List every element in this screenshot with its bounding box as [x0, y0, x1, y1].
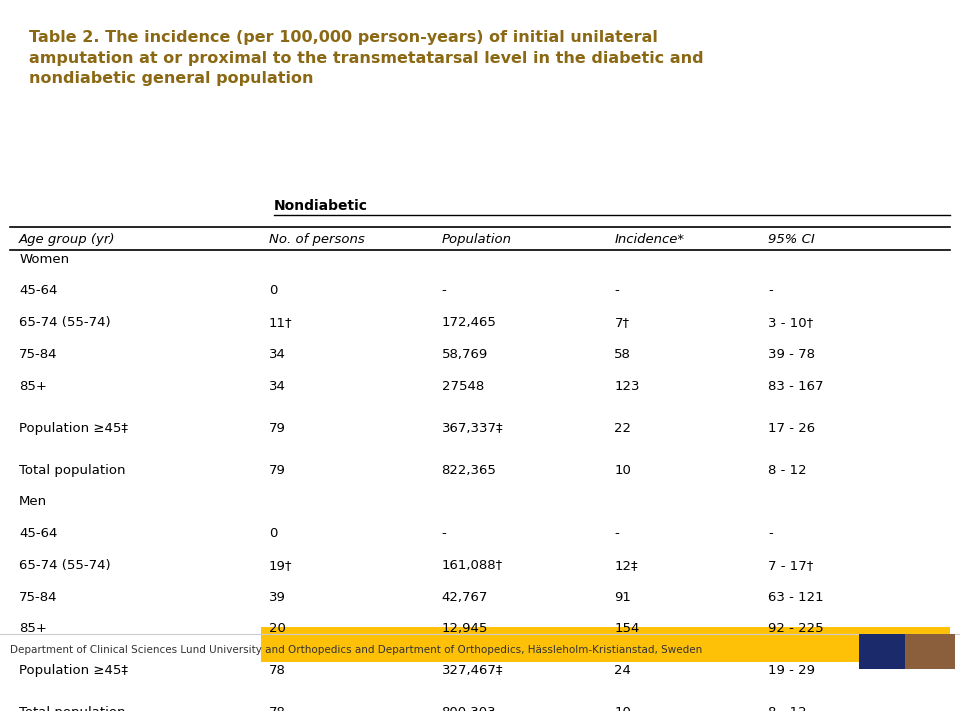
Text: 95% CI: 95% CI — [768, 233, 815, 246]
Text: 154: 154 — [614, 622, 639, 636]
Text: 78: 78 — [269, 664, 286, 678]
Text: Table 2. The incidence (per 100,000 person-years) of initial unilateral
amputati: Table 2. The incidence (per 100,000 pers… — [29, 31, 704, 86]
Text: 45-64: 45-64 — [19, 284, 58, 297]
Text: 79: 79 — [269, 422, 286, 434]
Text: 85+: 85+ — [19, 380, 47, 392]
Text: Population: Population — [442, 233, 512, 246]
Text: -: - — [768, 284, 773, 297]
Text: -: - — [768, 527, 773, 540]
Text: 58,769: 58,769 — [442, 348, 488, 361]
Text: 22: 22 — [614, 422, 632, 434]
Text: 34: 34 — [269, 380, 286, 392]
Text: 65-74 (55-74): 65-74 (55-74) — [19, 559, 110, 572]
Text: 0: 0 — [269, 284, 277, 297]
Text: 161,088†: 161,088† — [442, 559, 503, 572]
Text: Population ≥45‡: Population ≥45‡ — [19, 664, 129, 678]
Text: 7†: 7† — [614, 316, 630, 329]
Text: 367,337‡: 367,337‡ — [442, 422, 503, 434]
Text: 327,467‡: 327,467‡ — [442, 664, 503, 678]
Text: 65-74 (55-74): 65-74 (55-74) — [19, 316, 110, 329]
Text: 78: 78 — [269, 706, 286, 711]
Text: 19†: 19† — [269, 559, 292, 572]
Text: 172,465: 172,465 — [442, 316, 496, 329]
Text: Total population: Total population — [19, 464, 126, 476]
Text: -: - — [614, 527, 619, 540]
Text: Incidence*: Incidence* — [614, 233, 684, 246]
Text: 8 - 12: 8 - 12 — [768, 706, 806, 711]
Text: 24: 24 — [614, 664, 632, 678]
Bar — [905, 634, 955, 669]
Text: 85+: 85+ — [19, 622, 47, 636]
Text: -: - — [614, 284, 619, 297]
Text: 0: 0 — [269, 527, 277, 540]
Text: Men: Men — [19, 496, 47, 508]
Text: 8 - 12: 8 - 12 — [768, 464, 806, 476]
Text: 12,945: 12,945 — [442, 622, 488, 636]
Text: 79: 79 — [269, 464, 286, 476]
Text: Nondiabetic: Nondiabetic — [274, 199, 368, 213]
Text: Department of Clinical Sciences Lund University and Orthopedics and Department o: Department of Clinical Sciences Lund Uni… — [10, 646, 702, 656]
Text: 10: 10 — [614, 464, 632, 476]
Text: 123: 123 — [614, 380, 640, 392]
Text: 19 - 29: 19 - 29 — [768, 664, 815, 678]
Text: 10: 10 — [614, 706, 632, 711]
Text: 20: 20 — [269, 622, 286, 636]
Text: 3 - 10†: 3 - 10† — [768, 316, 813, 329]
Text: 17 - 26: 17 - 26 — [768, 422, 815, 434]
Text: 45-64: 45-64 — [19, 527, 58, 540]
Bar — [859, 634, 905, 669]
Text: -: - — [442, 527, 446, 540]
Text: 11†: 11† — [269, 316, 293, 329]
Text: 39 - 78: 39 - 78 — [768, 348, 815, 361]
Text: 92 - 225: 92 - 225 — [768, 622, 824, 636]
Text: 34: 34 — [269, 348, 286, 361]
Text: -: - — [442, 284, 446, 297]
Text: 63 - 121: 63 - 121 — [768, 591, 824, 604]
Text: Age group (yr): Age group (yr) — [19, 233, 116, 246]
Bar — [261, 627, 950, 662]
Text: Total population: Total population — [19, 706, 126, 711]
Text: 39: 39 — [269, 591, 286, 604]
Text: 800,303: 800,303 — [442, 706, 496, 711]
Text: No. of persons: No. of persons — [269, 233, 365, 246]
Text: 42,767: 42,767 — [442, 591, 488, 604]
Text: 12‡: 12‡ — [614, 559, 638, 572]
Text: Population ≥45‡: Population ≥45‡ — [19, 422, 129, 434]
Text: Women: Women — [19, 252, 69, 266]
Text: 83 - 167: 83 - 167 — [768, 380, 824, 392]
Text: 58: 58 — [614, 348, 632, 361]
Text: 27548: 27548 — [442, 380, 484, 392]
Text: 7 - 17†: 7 - 17† — [768, 559, 813, 572]
Text: 91: 91 — [614, 591, 632, 604]
Text: 822,365: 822,365 — [442, 464, 496, 476]
Text: 75-84: 75-84 — [19, 348, 58, 361]
Text: 75-84: 75-84 — [19, 591, 58, 604]
